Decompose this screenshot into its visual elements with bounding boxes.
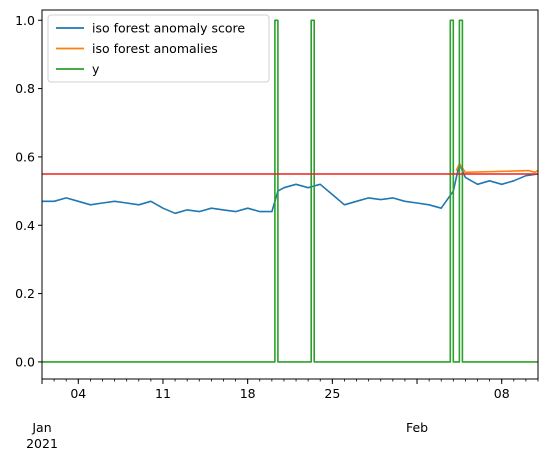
x-tick-label: 18 [240, 386, 256, 401]
y-tick-label: 0.0 [15, 354, 35, 369]
x-tick-label: 08 [494, 386, 510, 401]
y-tick-label: 1.0 [15, 13, 35, 28]
y-tick-label: 0.2 [15, 286, 35, 301]
series-line-1 [455, 163, 539, 174]
y-tick-label: 0.8 [15, 81, 35, 96]
legend-label-1: iso forest anomalies [92, 41, 218, 56]
x-tick-label: 04 [70, 386, 86, 401]
series-line-0 [42, 163, 539, 215]
y-tick-label: 0.4 [15, 218, 35, 233]
y-tick-label: 0.6 [15, 149, 35, 164]
x-tick-label: 25 [324, 386, 340, 401]
legend-label-0: iso forest anomaly score [92, 21, 245, 36]
legend-label-2: y [92, 62, 100, 77]
x-tick-label: 11 [155, 386, 171, 401]
x-tick-year-label: 2021 [26, 436, 58, 451]
legend-box [47, 14, 270, 83]
plot-area [42, 19, 539, 363]
plot-frame [41, 9, 539, 380]
x-tick-label: Feb [406, 420, 428, 435]
series-line-2 [42, 19, 538, 363]
legend: iso forest anomaly score iso forest anoma… [47, 14, 270, 83]
x-tick-label: Jan [31, 420, 51, 435]
